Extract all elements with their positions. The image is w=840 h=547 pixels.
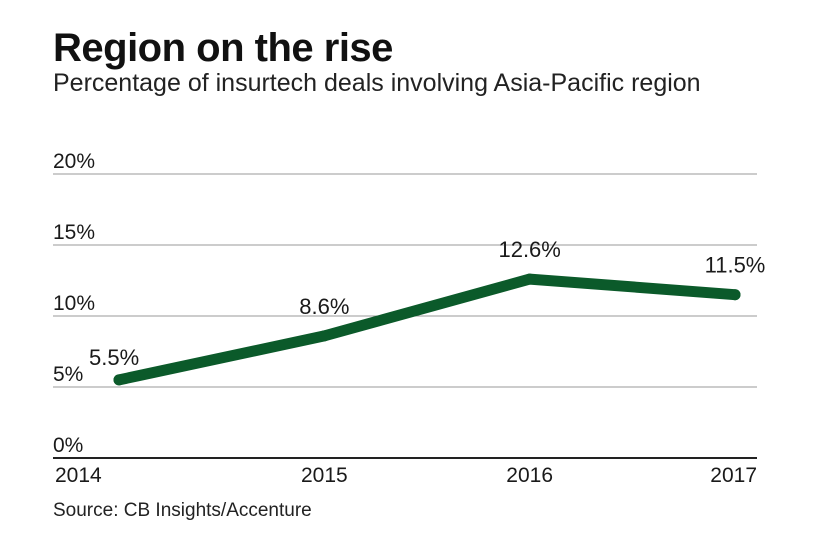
data-point (318, 330, 330, 342)
chart-subtitle: Percentage of insurtech deals involving … (53, 69, 701, 97)
x-tick-label: 2016 (506, 464, 553, 487)
x-axis-tick-labels: 2014 2015 2016 2017 (55, 464, 757, 487)
chart-title: Region on the rise (53, 26, 393, 70)
data-label: 11.5% (705, 253, 766, 278)
data-label: 8.6% (299, 294, 349, 319)
x-tick-label: 2015 (301, 464, 348, 487)
data-label: 12.6% (498, 237, 560, 262)
x-tick-label: 2014 (55, 464, 102, 487)
y-tick-label: 10% (53, 292, 95, 315)
data-point (729, 289, 741, 301)
y-tick-label: 5% (53, 363, 83, 386)
x-tick-label: 2017 (710, 464, 757, 487)
y-tick-label: 0% (53, 434, 83, 457)
series-line (113, 273, 741, 386)
y-tick-label: 15% (53, 221, 95, 244)
data-point (524, 273, 536, 285)
data-label: 5.5% (89, 345, 139, 370)
data-point (113, 374, 125, 386)
series (113, 273, 741, 386)
y-axis-tick-labels: 0% 5% 10% 15% 20% (53, 150, 95, 457)
data-labels: 5.5% 8.6% 12.6% 11.5% (89, 237, 765, 370)
y-tick-label: 20% (53, 150, 95, 173)
source-note: Source: CB Insights/Accenture (53, 500, 312, 521)
